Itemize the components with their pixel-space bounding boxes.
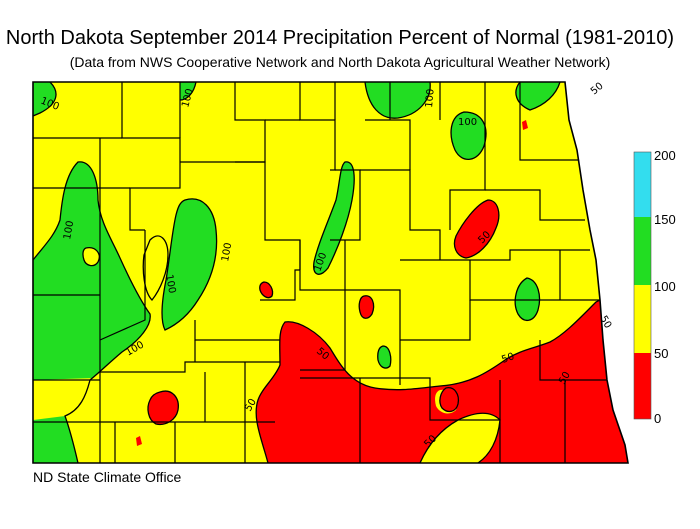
contour-label: 100 [180,87,196,108]
zone-100-150-far-sw [33,416,78,463]
legend-tick-50: 50 [654,346,669,361]
legend-tick-0: 0 [654,411,662,426]
contour-label: 100 [220,242,234,263]
contour-label: 50 [500,351,516,366]
zone-0-50-burleigh [359,295,374,319]
state-outline [32,81,629,464]
zone-100-150-ne [515,82,560,110]
contour-label: 50 [589,81,606,98]
zone-0-50-hettinger [148,391,179,425]
zone-0-50-eddy [454,200,499,258]
zone-50-100-hole [143,235,168,300]
zone-100-150-dunn [162,198,217,330]
footer-credit: ND State Climate Office [33,469,182,485]
zone-0-50-south [256,299,628,463]
zone-50-100-dot [82,247,100,266]
zone-100-150-west [33,161,151,380]
zone-0-50-dot-a [522,120,528,130]
zone-50-100-island-south [420,413,500,463]
map-subtitle: (Data from NWS Cooperative Network and N… [69,54,611,70]
zone-100-150-north [180,82,196,100]
legend-colorbar [633,151,652,420]
zone-100-150-north-central [365,82,431,119]
zone-0-50-dot-b [598,186,606,194]
map-title: North Dakota September 2014 Precipitatio… [5,27,675,49]
legend-tick-150: 150 [654,212,676,227]
zone-0-50-small [439,387,459,412]
legend-tick-200: 200 [654,148,676,163]
legend-swatch-150-200 [634,152,651,217]
contour-label: 100 [424,88,437,108]
legend-swatch-0-50 [634,353,651,419]
legend-tick-100: 100 [654,279,676,294]
legend-swatch-100-150 [634,217,651,285]
contour-label: 100 [62,220,76,241]
zone-100-150-griggs [515,278,540,321]
zone-100-150-devils-lake [451,112,486,160]
zone-50-100-sw-notch [33,378,95,420]
zone-100-150-small [377,346,391,368]
contour-label: 100 [163,274,177,295]
zone-0-50-morton [259,282,273,298]
contour-label: 100 [458,117,477,128]
zone-100-150-nw [33,82,56,116]
county-boundaries [33,82,610,463]
zone-100-150-mclean [313,161,355,275]
legend-swatch-50-100 [634,285,651,353]
zone-0-50-dot-c [136,436,142,446]
precip-fill [33,82,628,463]
